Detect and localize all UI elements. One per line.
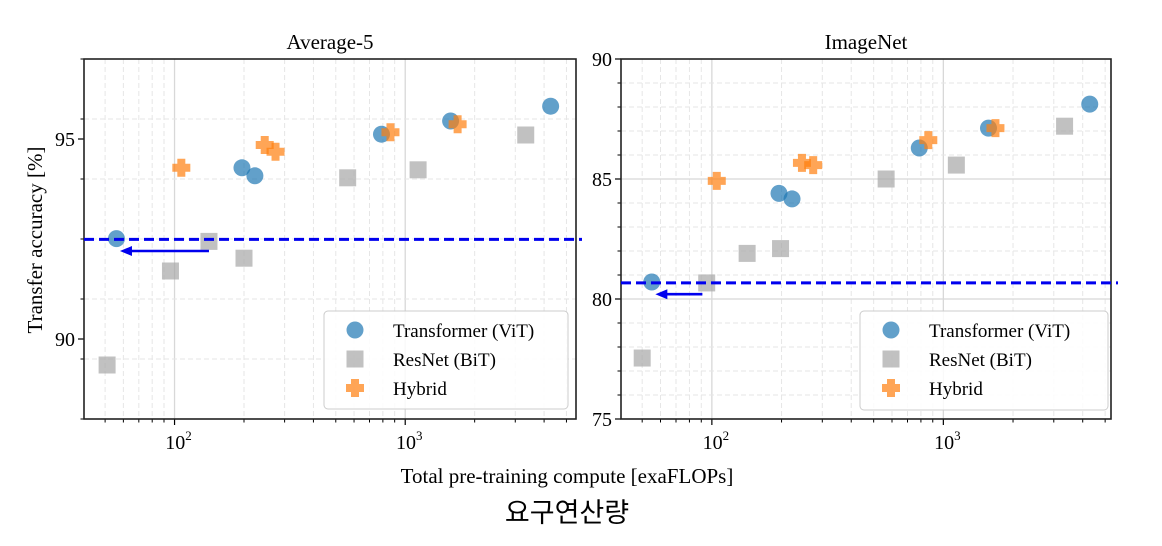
data-point-circle [542,97,560,115]
axes-frame [620,58,1112,420]
data-point-square [200,232,218,250]
data-point-plus [804,156,823,175]
y-tick-label: 90 [592,49,612,71]
x-tick-base: 10 [703,432,723,454]
legend-item: ResNet (BiT) [882,350,1032,371]
data-point-plus [919,131,938,150]
data-point-plus [172,158,191,177]
y-axis-label: Transfer accuracy [%] [23,147,47,334]
legend-label: ResNet (BiT) [393,350,496,371]
data-point-square [698,274,716,292]
legend: Transformer (ViT) ResNet (BiT) Hybrid [859,310,1109,411]
data-point-square [1056,117,1074,135]
legend-item: Transformer (ViT) [346,321,534,342]
data-point-plus [792,153,811,172]
y-tick-label: 80 [592,289,612,311]
data-point-square [877,170,895,188]
data-point-square [947,156,965,174]
legend-label: Hybrid [929,379,983,400]
y-tick-label: 95 [55,129,75,151]
x-tick-label: 102 [703,428,730,454]
legend-marker-square [882,350,900,368]
legend-marker-square [346,350,364,368]
legend-marker-plus [346,379,364,397]
x-tick-exponent: 3 [416,428,423,443]
data-point-square [409,161,427,179]
data-point-plus [381,123,400,142]
data-point-plus [707,171,726,190]
data-point-plus [986,119,1005,138]
legend-label: Hybrid [393,379,447,400]
y-tick-label: 75 [592,409,612,431]
data-point-square [161,262,179,280]
legend-marker-circle [882,321,900,339]
x-tick-label: 103 [396,428,423,454]
data-point-square [738,244,756,262]
x-tick-label: 102 [165,428,192,454]
x-axis-label: Total pre-training compute [exaFLOPs] [401,464,734,488]
legend-box [859,310,1109,411]
korean-caption: 요구연산량 [505,498,629,529]
x-tick-label: 103 [934,428,961,454]
x-tick-exponent: 2 [185,428,192,443]
legend-item: Transformer (ViT) [882,321,1070,342]
data-point-circle [1081,95,1099,113]
data-point-circle [783,190,801,208]
data-point-square [339,169,357,187]
markers [633,95,1099,367]
data-point-circle [246,167,264,185]
legend-label: Transformer (ViT) [929,321,1070,342]
markers [98,97,560,374]
data-point-square [772,240,790,258]
legend-item: Hybrid [882,379,983,400]
data-point-square [633,349,651,367]
legend: Transformer (ViT) ResNet (BiT) Hybrid [323,310,569,410]
legend-label: ResNet (BiT) [929,350,1032,371]
chart-title: Average-5 [286,30,373,54]
legend-box [323,310,569,410]
legend-marker-circle [346,321,364,339]
x-tick-base: 10 [396,432,416,454]
data-point-circle [770,184,788,202]
y-tick-label: 90 [55,329,75,351]
data-point-circle [233,159,251,177]
x-tick-exponent: 3 [954,428,961,443]
legend-item: Hybrid [346,379,447,400]
data-point-square [517,126,535,144]
x-tick-exponent: 2 [723,428,730,443]
data-point-plus [266,142,285,161]
legend-item: ResNet (BiT) [346,350,496,371]
legend-label: Transformer (ViT) [393,321,534,342]
y-tick-label: 85 [592,169,612,191]
x-tick-base: 10 [934,432,954,454]
data-point-square [98,356,116,374]
arrow-head [119,246,132,256]
legend-marker-plus [882,379,900,397]
x-tick-base: 10 [165,432,185,454]
data-point-plus [448,115,467,134]
arrow-head [655,289,668,300]
data-point-plus [255,136,274,154]
chart-title: ImageNet [825,30,908,54]
data-point-square [235,249,253,267]
